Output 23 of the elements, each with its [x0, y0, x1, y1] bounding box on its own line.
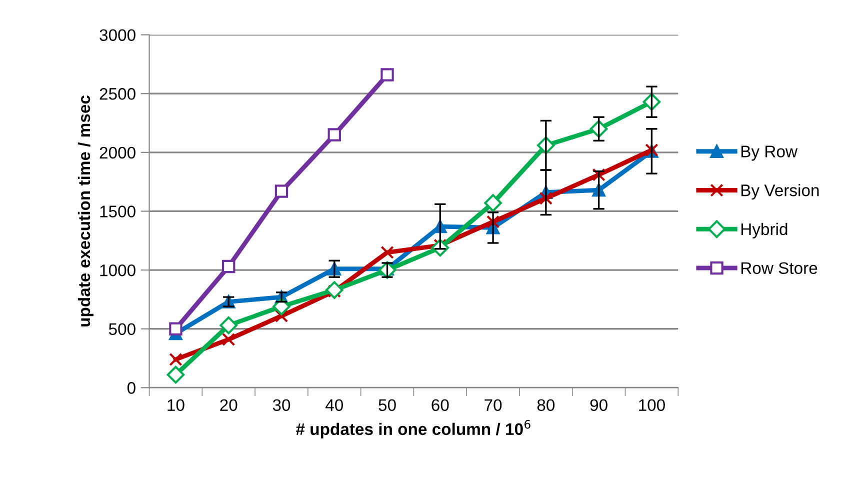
y-tick-label: 500	[108, 323, 136, 336]
y-tick-label: 3000	[100, 29, 136, 41]
legend-label: Hybrid	[741, 222, 788, 238]
x-tick-label: 70	[484, 399, 502, 412]
x-tick-label: 90	[590, 399, 608, 412]
x-tick-label: 30	[272, 399, 290, 412]
legend-label: By Row	[741, 146, 798, 161]
y-tick-label: 2500	[100, 88, 136, 100]
x-tick-label: 80	[537, 399, 555, 412]
x-tick-label: 20	[220, 399, 238, 412]
x-tick-label: 60	[432, 399, 449, 412]
y-tick-label: 0	[127, 382, 136, 394]
x-tick-label: 100	[639, 399, 665, 412]
x-tick-label: 50	[378, 399, 396, 412]
x-axis-title: # updates in one column / 10$^{6}$	[296, 420, 530, 438]
y-tick-label: 1500	[100, 206, 136, 218]
y-tick-label: 2000	[100, 146, 136, 159]
x-tick-label: 10	[168, 399, 184, 412]
x-tick-label: 40	[325, 399, 343, 412]
legend-label: By Version	[741, 184, 819, 200]
y-tick-label: 1000	[100, 264, 136, 276]
y-axis-title: update execution time / msec	[78, 95, 94, 326]
legend-label: Row Store	[741, 262, 818, 274]
